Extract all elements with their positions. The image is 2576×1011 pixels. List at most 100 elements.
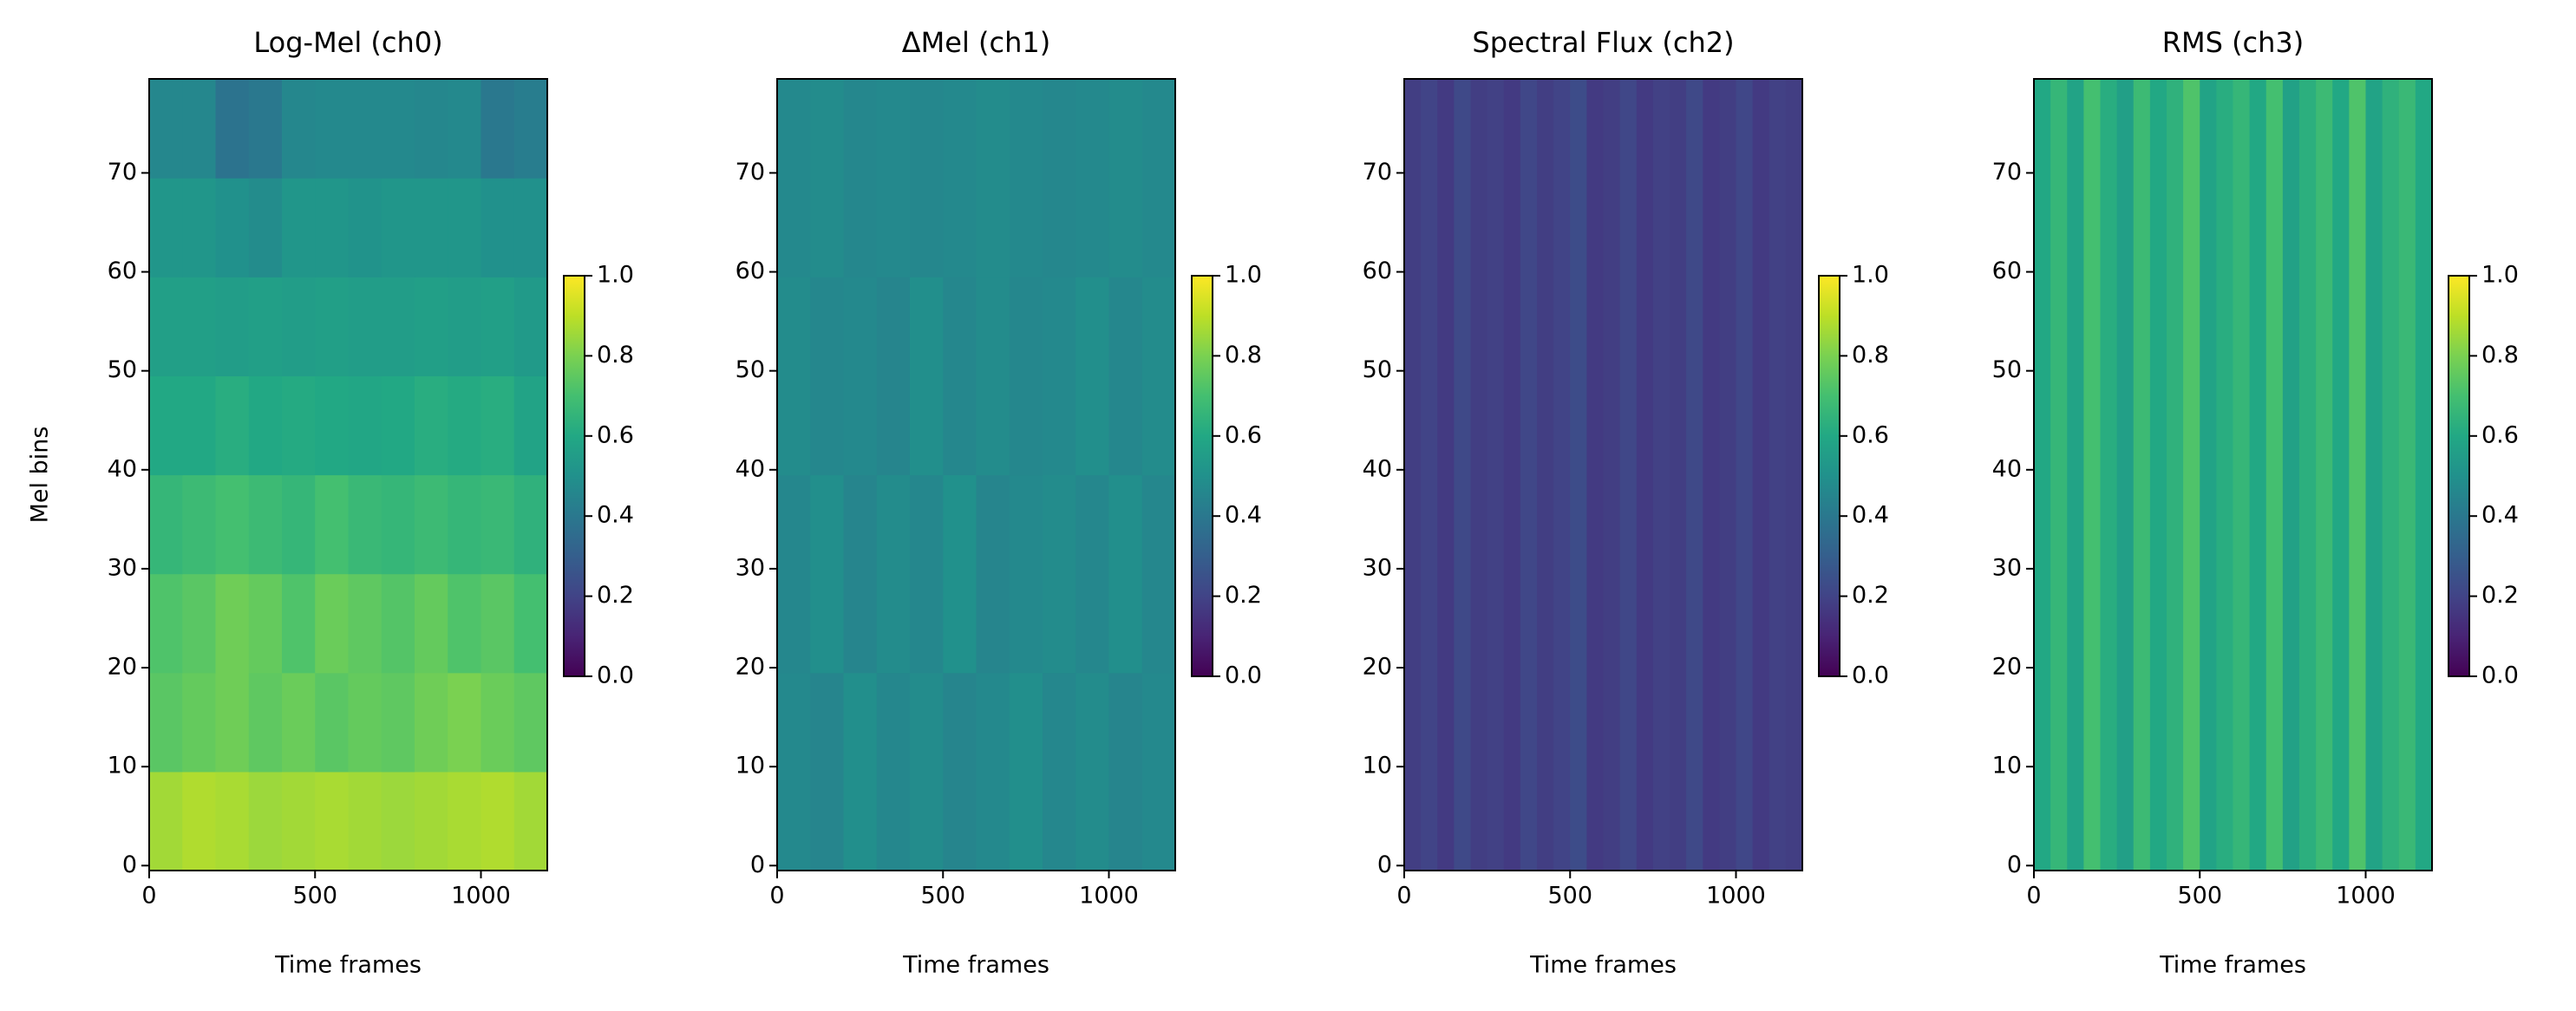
y-tick-label: 40 xyxy=(1363,455,1392,482)
y-tick-label: 20 xyxy=(108,654,137,681)
heatmap-cell xyxy=(810,277,845,476)
heatmap-cell xyxy=(248,277,283,376)
heatmap-cell xyxy=(1537,79,1554,871)
heatmap-cell xyxy=(1652,79,1670,871)
plot-frame xyxy=(776,78,1176,871)
heatmap-cell xyxy=(215,79,250,179)
heatmap-cell xyxy=(381,79,415,179)
colorbar-frame xyxy=(1818,275,1840,677)
heatmap-cell xyxy=(2133,79,2151,871)
heatmap-cell xyxy=(1670,79,1687,871)
colorbar-tick-label: 0.6 xyxy=(1852,421,1889,448)
heatmap-cell xyxy=(415,474,448,575)
y-tick-label: 60 xyxy=(1992,258,2022,284)
heatmap-cell xyxy=(381,573,415,674)
heatmap-cell xyxy=(1108,672,1143,871)
colorbar-tick-label: 0.6 xyxy=(1225,421,1262,448)
y-tick-label: 60 xyxy=(736,258,765,284)
colorbar xyxy=(564,276,585,676)
heatmap-cell xyxy=(2116,79,2135,871)
heatmap-cell xyxy=(1009,672,1043,871)
y-tick-label: 20 xyxy=(1363,654,1392,681)
heatmap-cell xyxy=(777,79,811,277)
heatmap-cell xyxy=(481,375,515,476)
x-axis-label: Time frames xyxy=(274,952,422,979)
heatmap-cell xyxy=(2067,79,2084,871)
y-tick-label: 70 xyxy=(1992,159,2022,186)
heatmap-cell xyxy=(1437,79,1455,871)
heatmap-cell xyxy=(481,178,515,277)
heatmap-cell xyxy=(481,79,515,179)
heatmap-cell xyxy=(149,79,183,179)
heatmap-cell xyxy=(282,771,316,871)
y-tick-label: 30 xyxy=(108,554,137,581)
x-tick-label: 500 xyxy=(1547,883,1592,910)
heatmap-cell xyxy=(1703,79,1720,871)
heatmap-cell xyxy=(1141,474,1176,674)
y-tick-label: 40 xyxy=(1992,455,2022,482)
heatmap-cell xyxy=(513,375,548,476)
heatmap-cell xyxy=(248,771,283,871)
heatmap-cell xyxy=(182,375,217,476)
heatmap-cell xyxy=(843,474,878,674)
y-tick-label: 70 xyxy=(736,159,765,186)
y-tick-label: 30 xyxy=(1363,554,1392,581)
heatmap-cell xyxy=(448,573,482,674)
colorbar-tick-label: 0.8 xyxy=(597,342,634,369)
heatmap-cell xyxy=(2100,79,2118,871)
heatmap-cell xyxy=(1108,474,1143,674)
y-tick-label: 50 xyxy=(1992,356,2022,383)
x-tick-label: 0 xyxy=(1396,883,1411,910)
heatmap-cell xyxy=(182,672,217,773)
heatmap-cell xyxy=(348,79,382,179)
heatmap-cell xyxy=(943,79,977,277)
y-tick-label: 0 xyxy=(1377,851,1392,878)
heatmap-cell xyxy=(1108,79,1143,277)
colorbar-tick-label: 0.8 xyxy=(1852,342,1889,369)
heatmap-cell xyxy=(248,573,283,674)
x-axis-label: Time frames xyxy=(1529,952,1677,979)
heatmap-cell xyxy=(910,474,944,674)
colorbar-tick-label: 0.0 xyxy=(1225,662,1262,689)
heatmap-cell xyxy=(315,771,350,871)
colorbar-tick-label: 0.8 xyxy=(1225,342,1262,369)
y-tick-label: 50 xyxy=(736,356,765,383)
heatmap-cell xyxy=(248,474,283,575)
heatmap-cell xyxy=(1470,79,1488,871)
colorbar-tick-label: 0.0 xyxy=(1852,662,1889,689)
heatmap-cell xyxy=(1141,277,1176,476)
colorbar-tick-label: 0.8 xyxy=(2481,342,2519,369)
y-tick-label: 10 xyxy=(736,753,765,779)
x-tick-label: 500 xyxy=(920,883,965,910)
heatmap-cell xyxy=(777,277,811,476)
y-tick-label: 40 xyxy=(736,455,765,482)
colorbar-tick-label: 0.4 xyxy=(1852,502,1889,529)
heatmap-cell xyxy=(1752,79,1770,871)
y-tick-label: 10 xyxy=(1363,753,1392,779)
y-tick-label: 10 xyxy=(1992,753,2022,779)
heatmap-cell xyxy=(943,474,977,674)
heatmap-cell xyxy=(1503,79,1521,871)
heatmap-cell xyxy=(513,771,548,871)
heatmap-cell xyxy=(448,672,482,773)
heatmap-cell xyxy=(282,573,316,674)
colorbar-tick-label: 1.0 xyxy=(597,262,634,289)
heatmap-cell xyxy=(2332,79,2350,871)
heatmap-cell xyxy=(2398,79,2416,871)
heatmap-cell xyxy=(910,277,944,476)
heatmap-cell xyxy=(481,277,515,376)
heatmap-cell xyxy=(248,178,283,277)
heatmap-cell xyxy=(381,277,415,376)
heatmap-cell xyxy=(415,375,448,476)
colorbar-tick-label: 0.6 xyxy=(2481,421,2519,448)
colorbar-tick-label: 0.2 xyxy=(2481,582,2519,609)
heatmap-cell xyxy=(876,79,911,277)
heatmap-cell xyxy=(1043,277,1076,476)
colorbar-frame xyxy=(1191,275,1213,677)
panel: ΔMel (ch1) Time frames 0 500 1000 0 10 20 30 40 50… xyxy=(736,26,1262,979)
plot-frame xyxy=(148,78,548,871)
heatmap-cell xyxy=(215,178,250,277)
heatmap-cell xyxy=(2034,79,2051,871)
y-tick-label: 0 xyxy=(122,851,137,878)
